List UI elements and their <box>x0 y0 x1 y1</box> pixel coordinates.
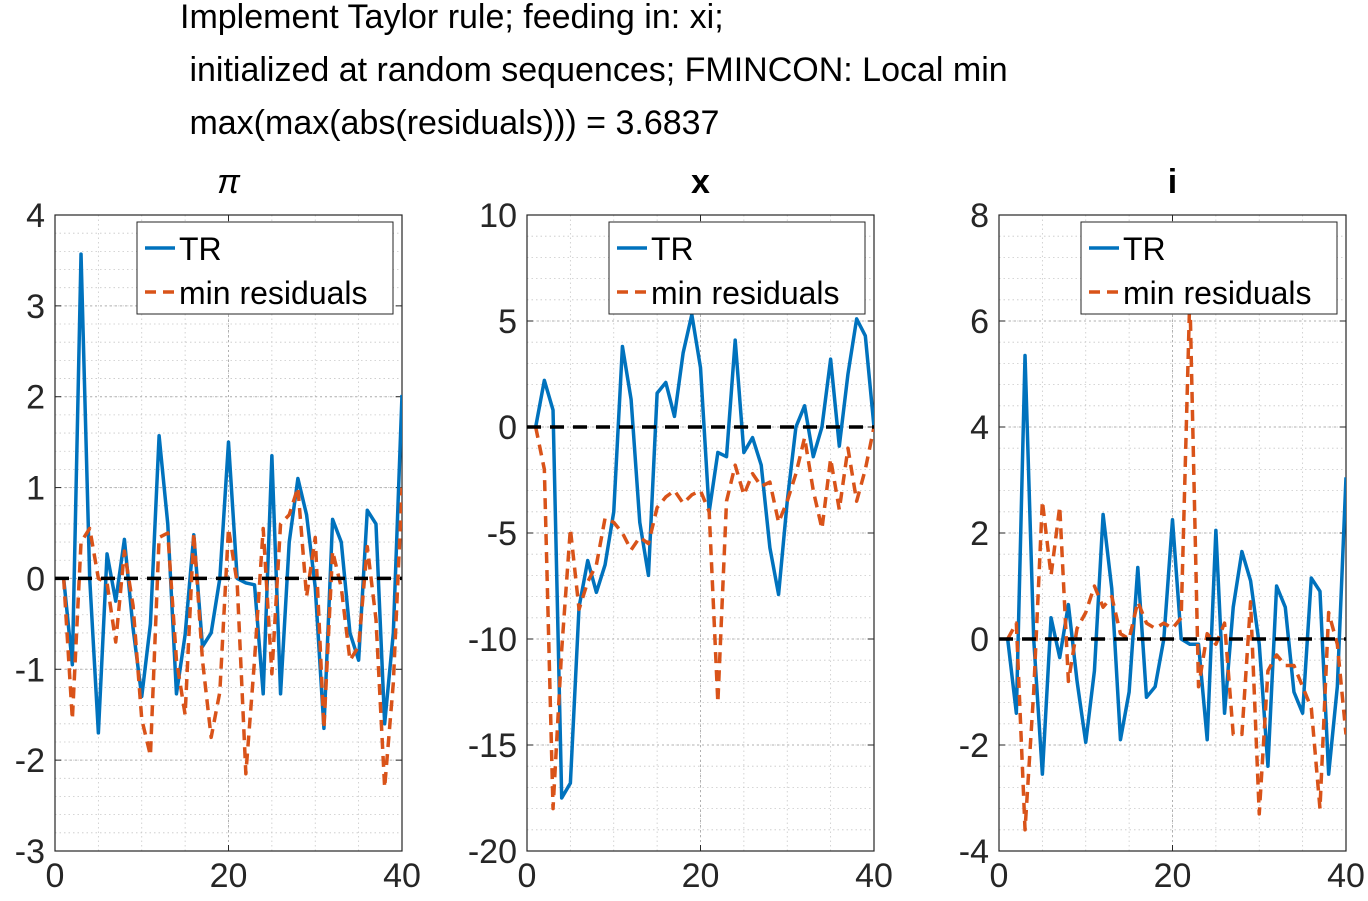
y-tick-label: -1 <box>15 651 45 689</box>
plot-area <box>527 312 874 811</box>
y-tick-label: 6 <box>970 303 989 341</box>
legend-label: TR <box>1123 231 1166 267</box>
legend-label: min residuals <box>1123 275 1312 311</box>
series-line-tr <box>533 312 874 800</box>
x-tick-label: 20 <box>682 857 720 895</box>
y-tick-label: 0 <box>498 409 517 447</box>
figure-title-line-2: initialized at random sequences; FMINCON… <box>180 51 1008 89</box>
y-tick-label: 4 <box>26 197 45 235</box>
y-tick-label: 1 <box>26 470 45 508</box>
y-tick-label: 5 <box>498 303 517 341</box>
y-tick-label: 2 <box>26 379 45 417</box>
x-tick-label: 20 <box>210 857 248 895</box>
x-tick-label: 20 <box>1154 857 1192 895</box>
x-tick-label: 40 <box>383 857 421 895</box>
y-tick-label: -4 <box>959 833 989 871</box>
legend-box <box>608 221 866 315</box>
y-tick-label: 0 <box>26 560 45 598</box>
y-tick-label: 0 <box>970 621 989 659</box>
series-line-min-residuals <box>61 485 402 790</box>
y-tick-label: -10 <box>468 621 517 659</box>
legend: TR min residuals <box>1080 221 1338 315</box>
x-tick-label: 40 <box>855 857 893 895</box>
y-tick-label: 10 <box>479 197 517 235</box>
y-tick-label: -3 <box>15 833 45 871</box>
legend-label: min residuals <box>651 275 840 311</box>
y-tick-label: 2 <box>970 515 989 553</box>
legend: TR min residuals <box>136 221 394 315</box>
y-tick-label: -2 <box>15 742 45 780</box>
subplot-title: x <box>691 163 710 201</box>
y-tick-label: 4 <box>970 409 989 447</box>
plot-area <box>55 252 402 790</box>
subplot-3: 0 20 40 -4 -2 0 2 4 6 8 iTR min residuals <box>959 163 1365 895</box>
series-line-min-residuals <box>1006 292 1346 832</box>
y-tick-label: 8 <box>970 197 989 235</box>
figure-title: Implement Taylor rule; feeding in: xi; i… <box>0 0 1368 160</box>
y-tick-label: 3 <box>26 288 45 326</box>
subplot-2: 0 20 40 -20 -15 -10 -5 0 5 10 x TR min residuals <box>468 163 893 895</box>
y-tick-label: -20 <box>468 833 517 871</box>
figure-title-line-3: max(max(abs(residuals))) = 3.6837 <box>180 104 720 142</box>
y-tick-label: -15 <box>468 727 517 765</box>
subplot-title: π <box>217 163 241 201</box>
legend-label: TR <box>651 231 694 267</box>
legend-label: min residuals <box>179 275 368 311</box>
series-line-tr <box>1005 353 1346 776</box>
figure-title-line-1: Implement Taylor rule; feeding in: xi; <box>180 0 724 36</box>
legend: TR min residuals <box>608 221 866 315</box>
x-tick-label: 0 <box>990 857 1009 895</box>
x-tick-label: 0 <box>518 857 537 895</box>
series-line-min-residuals <box>533 426 874 811</box>
x-tick-label: 40 <box>1327 857 1365 895</box>
subplot-title: i <box>1168 163 1177 201</box>
legend-box <box>1080 221 1338 315</box>
plot-area <box>999 292 1346 832</box>
y-tick-label: -5 <box>487 515 517 553</box>
legend-label: TR <box>179 231 222 267</box>
x-tick-label: 0 <box>46 857 65 895</box>
series-line-tr <box>61 252 402 735</box>
legend-box <box>136 221 394 315</box>
subplot-1: 0 20 40 -3 -2 -1 0 1 2 3 4 π TR min residuals <box>15 163 421 895</box>
y-tick-label: -2 <box>959 727 989 765</box>
